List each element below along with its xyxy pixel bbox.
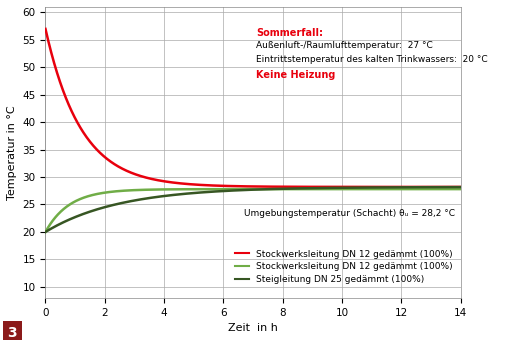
Text: Umgebungstemperatur (Schacht) θᵤ = 28,2 °C: Umgebungstemperatur (Schacht) θᵤ = 28,2 … — [244, 209, 454, 218]
X-axis label: Zeit  in h: Zeit in h — [228, 323, 277, 333]
Text: Sommerfall:: Sommerfall: — [256, 28, 322, 38]
Text: Keine Heizung: Keine Heizung — [256, 69, 335, 80]
Legend: Stockwerksleitung DN 12 gedämmt (100%), Stockwerksleitung DN 12 gedämmt (100%), : Stockwerksleitung DN 12 gedämmt (100%), … — [231, 246, 456, 287]
Y-axis label: Temperatur in °C: Temperatur in °C — [7, 105, 17, 200]
Text: Außenluft-/Raumlufttemperatur:  27 °C: Außenluft-/Raumlufttemperatur: 27 °C — [256, 41, 432, 50]
Text: Eintrittstemperatur des kalten Trinkwassers:  20 °C: Eintrittstemperatur des kalten Trinkwass… — [256, 55, 487, 64]
Text: 3: 3 — [8, 326, 17, 340]
